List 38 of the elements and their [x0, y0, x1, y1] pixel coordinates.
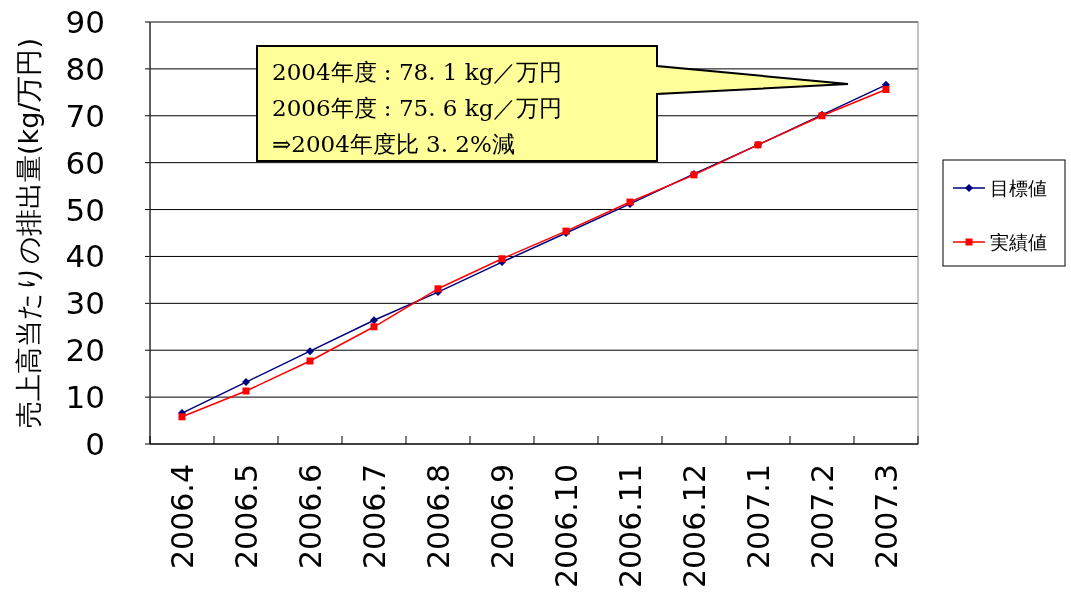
x-tick-label: 2006.11: [613, 464, 648, 589]
y-tick-label: 60: [65, 144, 105, 181]
y-tick-label: 0: [85, 426, 105, 462]
point: [178, 413, 186, 421]
x-tick-label: 2006.9: [485, 464, 520, 569]
y-axis-title: 売上高当たりの排出量(kg/万円): [13, 38, 44, 428]
point: [370, 316, 378, 325]
x-tick-label: 2006.5: [229, 464, 264, 569]
x-tick-label: 2006.7: [357, 464, 392, 569]
x-tick-label: 2006.12: [677, 464, 712, 589]
annotation: 2006年度 : 75. 6 kg／万円: [272, 95, 563, 121]
point: [882, 86, 890, 94]
point: [498, 255, 506, 263]
y-tick-label: 10: [65, 379, 105, 416]
x-tick-label: 2007.2: [805, 464, 840, 569]
annotation: 2004年度 : 78. 1 kg／万円: [272, 59, 563, 85]
point: [370, 323, 378, 331]
point: [242, 387, 250, 395]
point: [306, 347, 314, 356]
x-tick-label: 2006.10: [549, 464, 584, 589]
x-tick-label: 2007.3: [869, 464, 904, 569]
point: [242, 378, 250, 387]
x-tick-label: 2006.4: [165, 464, 200, 569]
y-tick-label: 90: [65, 4, 105, 40]
point: [434, 285, 442, 293]
y-tick-label: 20: [65, 332, 105, 369]
x-tick-label: 2007.1: [741, 464, 776, 569]
y-tick-label: 80: [65, 50, 105, 87]
legend-label: 実績値: [990, 231, 1047, 253]
x-tick-label: 2006.6: [293, 464, 328, 569]
y-tick-label: 40: [65, 238, 105, 275]
annotation: ⇒2004年度比 3. 2%減: [272, 131, 515, 157]
y-tick-label: 50: [65, 191, 105, 228]
legend-label: 目標値: [990, 177, 1047, 199]
point: [306, 357, 314, 365]
x-tick-label: 2006.8: [421, 464, 456, 569]
y-tick-label: 70: [65, 97, 105, 134]
y-tick-label: 30: [65, 285, 105, 322]
